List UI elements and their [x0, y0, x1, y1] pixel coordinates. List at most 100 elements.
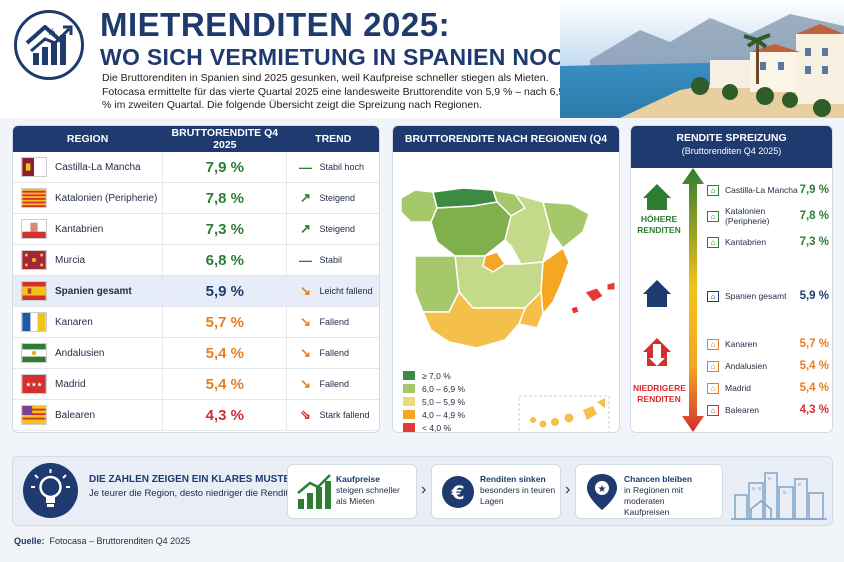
euro-coin-icon: € — [442, 476, 474, 508]
trend-label: Steigend — [319, 224, 356, 234]
yield-value: 5,7 % — [162, 306, 288, 338]
region-cell: ★★★ Madrid — [13, 374, 162, 394]
yield-table: REGION BRUTTORENDITE Q4 2025 TREND Casti… — [12, 125, 380, 433]
trend-cell: — Stabil hoch — [287, 160, 379, 175]
region-cell: Andalusien — [13, 343, 162, 363]
region-cell: Katalonien (Peripherie) — [13, 188, 162, 208]
average-yield-house-icon — [643, 280, 671, 307]
spread-subtitle: (Bruttorenditen Q4 2025) — [681, 146, 782, 156]
trend-label: Steigend — [319, 193, 356, 203]
spread-item: ⌂ Castilla-La Mancha 7,9 % — [707, 182, 829, 198]
map-region-catalonia — [542, 201, 590, 250]
trend-arrow-up-right-icon: ↗ — [300, 221, 311, 236]
region-name: Spanien gesamt — [55, 285, 132, 297]
rising-bar-chart-icon — [297, 474, 331, 509]
legend-item: 5,0 – 5,9 % — [403, 395, 501, 408]
col-header-trend: TREND — [315, 133, 352, 145]
legend-label: ≥ 7,0 % — [422, 370, 451, 381]
spread-item-label: Katalonien (Peripherie) — [725, 206, 770, 226]
chevron-right-icon-2: › — [565, 481, 571, 498]
region-flag-icon — [21, 343, 47, 363]
table-row: Spanien gesamt 5,9 % ↘ Leicht fallend — [13, 275, 379, 307]
house-icon: ⌂ — [707, 382, 719, 394]
low-yield-label: NIEDRIGERE RENDITEN — [633, 383, 686, 404]
coastal-town-photo — [560, 0, 844, 118]
key-insight-banner: DIE ZAHLEN ZEIGEN EIN KLARES MUSTER: Je … — [12, 456, 833, 526]
region-flag-icon — [21, 312, 47, 332]
insight-subtitle: Je teurer die Region, desto niedriger di… — [89, 488, 297, 499]
spread-item-label: Madrid — [725, 383, 751, 393]
spread-item: ⌂ Katalonien (Peripherie) 7,8 % — [707, 206, 829, 226]
trend-cell: ↘ Fallend — [287, 376, 379, 392]
insight-title: DIE ZAHLEN ZEIGEN EIN KLARES MUSTER: — [89, 474, 301, 485]
trend-double-arrow-down-right-icon: ⇘ — [300, 407, 311, 422]
legend-item: < 4,0 % — [403, 421, 501, 433]
trend-cell: ↘ Fallend — [287, 345, 379, 361]
map-region-castilla-leon — [430, 201, 512, 257]
yield-value: 6,8 % — [162, 244, 288, 276]
spread-item: ⌂ Andalusien 5,4 % — [707, 358, 829, 374]
yield-spread-panel: RENDITE SPREIZUNG (Bruttorenditen Q4 202… — [630, 125, 833, 433]
svg-text:★: ★ — [598, 484, 607, 495]
col-header-yield: BRUTTORENDITE Q4 2025 — [171, 127, 279, 151]
spread-item-value: 7,3 % — [799, 236, 829, 248]
house-icon: ⌂ — [707, 338, 719, 350]
insight-card-chances-text: Chancen bleiben in Regionen mit moderaten… — [624, 474, 693, 517]
spread-item-label: Balearen — [725, 405, 760, 415]
region-cell: Balearen — [13, 405, 162, 425]
region-flag-icon — [21, 405, 47, 425]
table-row: Katalonien (Peripherie) 7,8 % ↗ Steigend — [13, 182, 379, 214]
svg-text:€: € — [450, 482, 464, 504]
insight-card-prices: Kaufpreise steigen schneller als Mieten — [287, 464, 417, 519]
legend-label: 4,0 – 4,9 % — [422, 409, 466, 420]
trend-dash-icon: — — [298, 159, 312, 175]
table-header: REGION BRUTTORENDITE Q4 2025 TREND — [13, 126, 379, 152]
table-row: ★★★ Madrid 5,4 % ↘ Fallend — [13, 368, 379, 400]
region-cell: Kanaren — [13, 312, 162, 332]
trend-arrow-down-right-icon: ↘ — [300, 283, 311, 298]
region-flag-icon — [21, 219, 47, 239]
yield-value: 7,9 % — [162, 151, 288, 183]
legend-label: 5,0 – 5,9 % — [422, 396, 466, 407]
house-icon: ⌂ — [707, 184, 719, 196]
region-flag-icon: ★★★ — [21, 374, 47, 394]
trend-label: Fallend — [319, 317, 350, 327]
region-name: Kanaren — [55, 316, 93, 328]
table-row: Balearen 4,3 % ⇘ Stark fallend — [13, 399, 379, 431]
table-row: Murcia 6,8 % — Stabil — [13, 244, 379, 276]
region-flag-icon — [21, 281, 47, 301]
trend-label: Fallend — [319, 348, 350, 358]
yield-value: 5,9 % — [162, 275, 288, 307]
waves-icon: ⌂ — [707, 404, 719, 416]
source-label: Quelle: — [14, 536, 45, 546]
lightbulb-icon — [23, 463, 78, 518]
legend-swatch — [403, 397, 415, 406]
house-icon: ⌂ — [707, 360, 719, 372]
spread-item-value: 5,9 % — [799, 290, 829, 302]
region-name: Murcia — [55, 254, 86, 266]
spread-item-value: 7,8 % — [799, 210, 829, 222]
spread-item: ⌂ Balearen 4,3 % — [707, 402, 829, 418]
trend-arrow-up-right-icon: ↗ — [300, 190, 311, 205]
high-yield-label: HÖHERE RENDITEN — [637, 214, 681, 235]
spain-map — [400, 187, 616, 432]
spread-item-value: 7,9 % — [799, 184, 829, 196]
spread-item-label: Andalusien — [725, 361, 768, 371]
trend-label: Stark fallend — [319, 410, 370, 420]
trend-label: Fallend — [319, 379, 350, 389]
intro-text: Die Bruttorenditen in Spanien sind 2025 … — [102, 72, 565, 111]
yield-value: 4,3 % — [162, 399, 288, 431]
insight-card-yields-text: Renditen sinken besonders in teuren Lagen — [480, 474, 556, 506]
legend-label: < 4,0 % — [422, 422, 452, 433]
high-yield-house-icon — [643, 184, 671, 210]
legend-swatch — [403, 384, 415, 393]
table-row: Kantabrien 7,3 % ↗ Steigend — [13, 213, 379, 245]
legend-swatch — [403, 410, 415, 419]
map-region-balearics — [570, 281, 616, 315]
building-icon: ⌂ — [707, 210, 719, 222]
spread-item-value: 4,3 % — [799, 404, 829, 416]
legend-swatch — [403, 371, 415, 380]
table-body: Castilla-La Mancha 7,9 % — Stabil hoch Katal… — [13, 151, 379, 431]
spread-item: ⌂ Spanien gesamt 5,9 % — [707, 288, 829, 304]
table-row: Kanaren 5,7 % ↘ Fallend — [13, 306, 379, 338]
